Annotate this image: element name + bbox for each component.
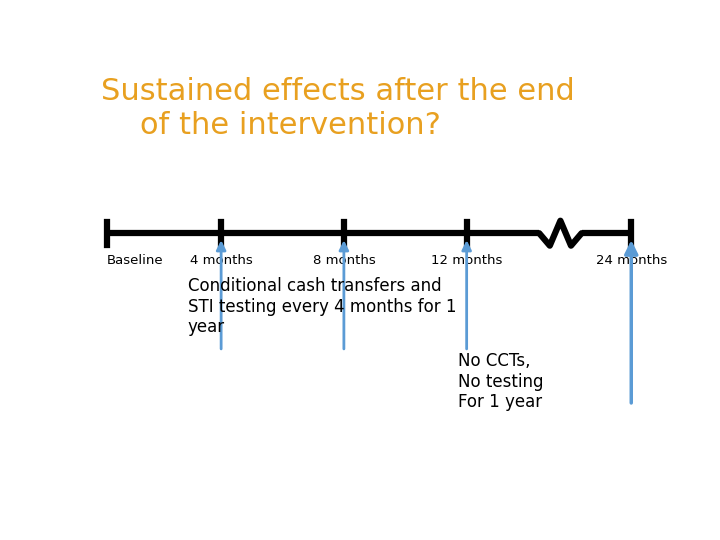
Text: 12 months: 12 months bbox=[431, 254, 503, 267]
Text: Sustained effects after the end
    of the intervention?: Sustained effects after the end of the i… bbox=[101, 77, 575, 140]
Text: Conditional cash transfers and
STI testing every 4 months for 1
year: Conditional cash transfers and STI testi… bbox=[188, 277, 456, 336]
Text: No CCTs,
No testing
For 1 year: No CCTs, No testing For 1 year bbox=[459, 352, 544, 411]
Text: 24 months: 24 months bbox=[595, 254, 667, 267]
Text: Baseline: Baseline bbox=[107, 254, 163, 267]
Text: 8 months: 8 months bbox=[312, 254, 375, 267]
Text: 4 months: 4 months bbox=[190, 254, 253, 267]
